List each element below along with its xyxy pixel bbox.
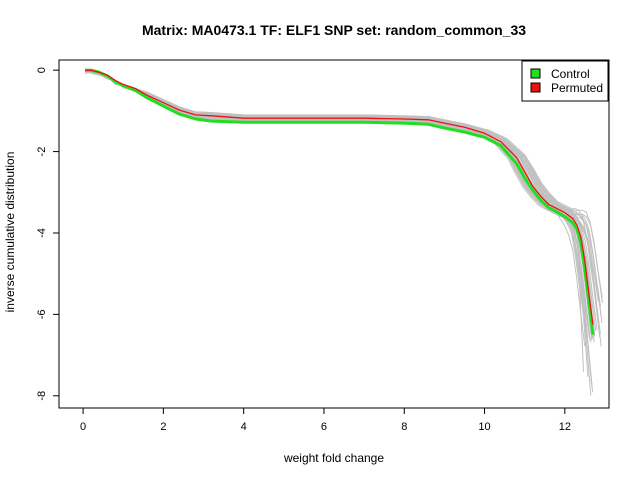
x-axis-label: weight fold change: [283, 451, 384, 465]
chart-title: Matrix: MA0473.1 TF: ELF1 SNP set: rando…: [142, 22, 526, 38]
y-axis-label: inverse cumulative distribution: [3, 152, 17, 313]
y-tick-label: -4: [36, 228, 48, 238]
x-axis: 0 2 4 6 8 10 12: [80, 407, 571, 433]
y-tick-label: -8: [36, 391, 48, 401]
x-tick-label: 6: [321, 421, 327, 433]
series-line-control: [85, 68, 595, 335]
legend-swatch-control: [530, 68, 541, 79]
x-tick-label: 0: [80, 421, 86, 433]
series-line-permuted: [85, 69, 594, 325]
x-tick-label: 4: [241, 421, 247, 433]
legend-box: [521, 60, 609, 102]
y-tick-label: -6: [36, 309, 48, 319]
x-tick-label: 12: [559, 421, 571, 433]
series-lines: [85, 68, 595, 335]
legend: Control Permuted: [521, 60, 609, 102]
x-tick-label: 8: [401, 421, 407, 433]
y-tick-label: 0: [36, 67, 48, 73]
plot-area: [58, 59, 610, 409]
y-axis: 0 -2 -4 -6 -8: [36, 67, 60, 401]
x-tick-label: 2: [160, 421, 166, 433]
x-tick-label: 10: [478, 421, 490, 433]
y-tick-label: -2: [36, 147, 48, 157]
legend-label-permuted: Permuted: [551, 81, 603, 95]
legend-swatch-permuted: [530, 82, 541, 93]
legend-label-control: Control: [551, 67, 590, 81]
